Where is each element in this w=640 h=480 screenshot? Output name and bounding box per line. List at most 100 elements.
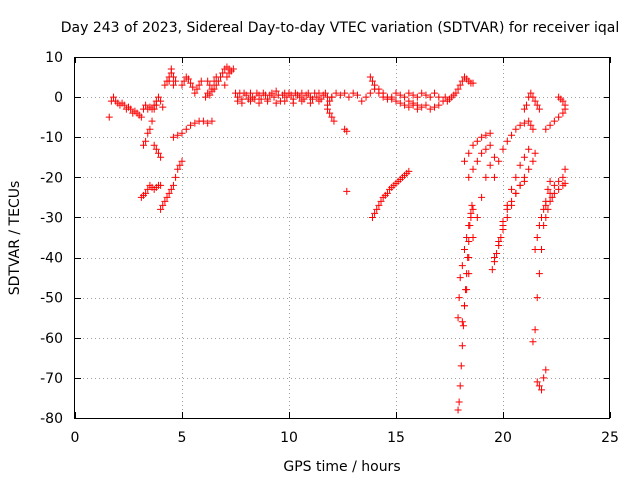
x-tick-label: 10 [280,430,298,446]
data-point [465,173,473,181]
data-point [533,294,541,302]
data-point [516,181,524,189]
data-point [463,286,471,294]
data-point [146,125,154,133]
data-point [210,77,218,85]
data-point [212,73,220,81]
data-point [137,113,145,121]
data-point [242,91,250,99]
data-point [431,103,439,111]
data-point [469,141,477,149]
data-point [195,81,203,89]
data-point [172,77,180,85]
data-point [497,234,505,241]
data-point [167,185,175,193]
data-point [154,149,162,157]
data-point [459,322,467,330]
series-arc37 [542,105,569,133]
series-arc27 [465,141,494,181]
y-tick-label: -60 [40,331,63,347]
axis-ticks [75,57,611,419]
data-point [544,205,552,213]
data-point [559,173,567,181]
data-point [561,101,569,109]
data-point [178,129,186,137]
data-point [535,382,543,390]
data-point [289,99,297,107]
data-point [157,205,165,213]
x-tick-label: 20 [494,430,512,446]
series-arc34 [533,366,550,394]
data-point [455,398,463,406]
series-arc29 [490,145,533,262]
data-point [401,101,409,109]
data-point [272,87,280,95]
data-point [488,266,496,274]
data-point [366,89,374,97]
y-tick-labels: 10 0 -10 -20 -30 -40 -50 -60 -70 -80 [40,50,63,427]
data-point [531,246,539,254]
data-point [234,97,242,105]
data-point [150,105,158,113]
data-point [120,101,128,109]
data-point [527,89,535,97]
data-point [460,246,468,254]
data-point [456,382,464,390]
data-point [328,113,336,121]
data-point [191,89,199,97]
data-point [482,131,490,139]
data-point [270,93,278,101]
data-point [159,201,167,209]
data-point [161,197,169,205]
series-arc4 [150,141,165,161]
data-point [371,209,379,217]
data-point [251,95,259,103]
data-point [353,91,361,99]
data-point [383,93,391,101]
data-point [315,97,323,105]
data-point [152,145,160,153]
data-point [559,97,567,105]
data-point [561,179,569,187]
data-point [435,93,443,101]
data-point [542,213,550,221]
data-point [148,117,156,125]
data-point [460,157,468,165]
data-point [401,93,409,101]
data-point [199,117,207,125]
data-point [555,177,563,185]
data-point [405,103,413,111]
data-point [368,213,376,221]
x-tick-label: 0 [71,430,80,446]
series-arc32 [520,89,543,113]
data-point [469,205,477,213]
data-point [202,93,210,101]
series-arc10 [204,73,220,93]
data-point [418,103,426,111]
data-point [454,85,462,93]
data-point [161,81,169,89]
data-point [255,99,263,107]
data-point [538,386,546,394]
series-arc30 [490,117,537,181]
data-point [142,101,150,109]
data-point [157,181,165,189]
data-point [287,91,295,99]
y-tick-label: -40 [40,251,63,267]
data-point [495,238,503,246]
series-arc13 [234,97,332,109]
grid-lines [75,57,610,418]
data-point [516,161,524,169]
data-point [396,99,404,107]
data-point [531,97,539,105]
data-point [473,157,481,165]
series-arc28 [488,149,539,274]
series-arc36 [542,179,569,221]
data-point [520,119,528,127]
data-point [486,161,494,169]
series-arc26 [460,129,494,165]
data-point [486,141,494,149]
data-point [503,137,511,145]
data-point [516,121,524,129]
data-point [169,81,177,89]
